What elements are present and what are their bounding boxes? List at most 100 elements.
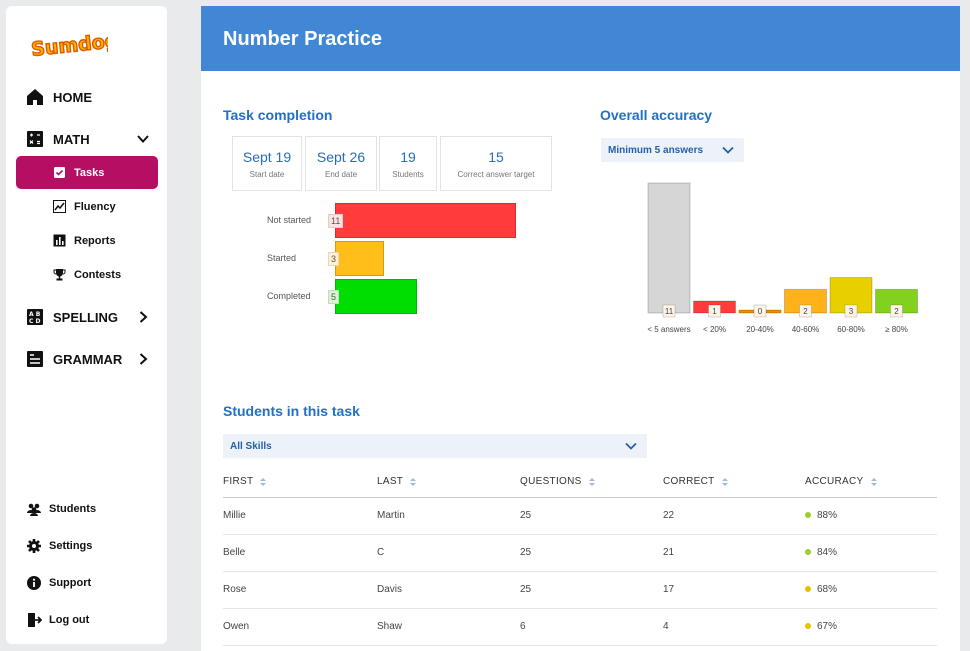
cell-accuracy: 68% <box>805 584 837 595</box>
svg-text:C D: C D <box>29 318 40 325</box>
nav-home[interactable]: HOME <box>26 88 92 106</box>
accuracy-bar-value-bg <box>844 304 858 318</box>
home-icon <box>26 88 44 106</box>
sidebar-item-reports[interactable]: Reports <box>16 224 158 257</box>
stat-label: End date <box>324 170 358 179</box>
task-completion-title: Task completion <box>223 107 333 123</box>
header-divider <box>223 497 937 498</box>
chevron-down-icon <box>722 146 734 154</box>
col-header-first[interactable]: FIRST <box>223 476 267 487</box>
stat-start-date: Sept 19 Start date <box>232 136 302 191</box>
sidebar: Sumdog HOME MATH Tasks Fluency Reports <box>6 6 167 644</box>
nav-logout-label: Log out <box>49 614 90 626</box>
trophy-icon <box>52 268 66 282</box>
skills-filter-dropdown[interactable]: All Skills <box>223 434 647 458</box>
cell-first: Rose <box>223 584 247 595</box>
sidebar-item-tasks[interactable]: Tasks <box>16 156 158 189</box>
accuracy-bar-value: 11 <box>665 307 674 316</box>
nav-students[interactable]: Students <box>26 501 96 517</box>
table-row[interactable]: Rose Davis 25 17 68% <box>223 572 937 609</box>
page-title: Number Practice <box>201 6 960 71</box>
accuracy-bar-value: 3 <box>849 307 854 316</box>
accuracy-category-label: < 5 answers <box>647 325 690 334</box>
sumdog-logo[interactable]: Sumdog <box>28 24 108 64</box>
accuracy-filter-dropdown[interactable]: Minimum 5 answers <box>601 138 744 162</box>
accuracy-dot <box>805 586 811 593</box>
accuracy-category-label: 40-60% <box>792 325 820 334</box>
completion-bar-label: Not started <box>267 215 312 225</box>
accuracy-dot <box>805 512 811 519</box>
cell-correct: 4 <box>663 621 669 632</box>
accuracy-bar <box>647 182 691 314</box>
nav-logout[interactable]: Log out <box>26 612 89 628</box>
logo-text: Sumdog <box>30 30 108 61</box>
bar-report-icon <box>52 234 66 248</box>
nav-settings-label: Settings <box>49 540 93 552</box>
accuracy-dot <box>805 549 811 556</box>
grammar-icon <box>26 350 44 368</box>
table-row[interactable]: Belle C 25 21 84% <box>223 535 937 572</box>
stat-value: 15 <box>488 149 504 165</box>
table-row[interactable]: Owen Shaw 6 4 67% <box>223 609 937 646</box>
sort-icon <box>870 477 877 486</box>
stat-value: 19 <box>400 149 416 165</box>
col-label: ACCURACY <box>805 476 864 487</box>
sort-icon <box>721 477 728 486</box>
accuracy-bar-value: 2 <box>803 307 808 316</box>
stat-label: Students <box>392 170 424 179</box>
chevron-right-icon[interactable] <box>136 352 150 366</box>
sort-icon <box>588 477 595 486</box>
nav-math[interactable]: MATH <box>26 130 90 148</box>
accuracy-bar-value-bg <box>799 304 812 318</box>
cell-questions: 6 <box>520 621 526 632</box>
logout-icon <box>26 612 42 628</box>
sidebar-item-contests[interactable]: Contests <box>16 258 158 291</box>
col-label: LAST <box>377 476 404 487</box>
chevron-down-icon[interactable] <box>136 132 150 146</box>
sidebar-item-label: Contests <box>74 268 122 281</box>
stat-label: Start date <box>249 170 285 179</box>
cell-accuracy: 88% <box>805 510 837 521</box>
cell-last: C <box>377 547 385 558</box>
chevron-right-icon[interactable] <box>136 310 150 324</box>
dropdown-value: Minimum 5 answers <box>608 144 704 156</box>
completion-bar-label: Started <box>267 253 297 263</box>
nav-grammar[interactable]: GRAMMAR <box>26 350 122 368</box>
stat-students: 19 Students <box>379 136 437 191</box>
completion-bar-value: 3 <box>328 252 340 266</box>
accuracy-value: 67% <box>817 621 838 632</box>
cell-correct: 21 <box>663 547 675 558</box>
col-header-accuracy[interactable]: ACCURACY <box>805 476 878 487</box>
users-icon <box>26 501 42 517</box>
table-row[interactable]: Millie Martin 25 22 88% <box>223 498 937 535</box>
clipboard-check-icon <box>52 166 66 180</box>
accuracy-value: 84% <box>817 547 838 558</box>
sidebar-item-fluency[interactable]: Fluency <box>16 190 158 223</box>
overall-accuracy-title: Overall accuracy <box>600 107 713 123</box>
col-header-questions[interactable]: QUESTIONS <box>520 476 596 487</box>
cell-first: Owen <box>223 621 250 632</box>
sort-icon <box>410 477 417 486</box>
col-header-correct[interactable]: CORRECT <box>663 476 729 487</box>
completion-bar-label: Completed <box>267 291 311 301</box>
cell-correct: 17 <box>663 584 675 595</box>
students-title: Students in this task <box>223 403 360 419</box>
completion-bar <box>335 203 516 238</box>
accuracy-bar-value: 2 <box>894 307 899 316</box>
nav-support-label: Support <box>49 577 92 589</box>
col-label: CORRECT <box>663 476 715 487</box>
accuracy-bar-value: 1 <box>712 307 717 316</box>
accuracy-category-label: ≥ 80% <box>885 325 908 334</box>
nav-settings[interactable]: Settings <box>26 538 92 554</box>
gear-icon <box>26 538 42 554</box>
svg-text:A B: A B <box>29 311 41 318</box>
stat-end-date: Sept 26 End date <box>305 136 377 191</box>
sidebar-item-label: Reports <box>74 234 116 247</box>
accuracy-value: 68% <box>817 584 838 595</box>
col-header-last[interactable]: LAST <box>377 476 417 487</box>
cell-last: Shaw <box>377 621 403 632</box>
nav-students-label: Students <box>49 503 97 515</box>
nav-support[interactable]: Support <box>26 575 91 591</box>
